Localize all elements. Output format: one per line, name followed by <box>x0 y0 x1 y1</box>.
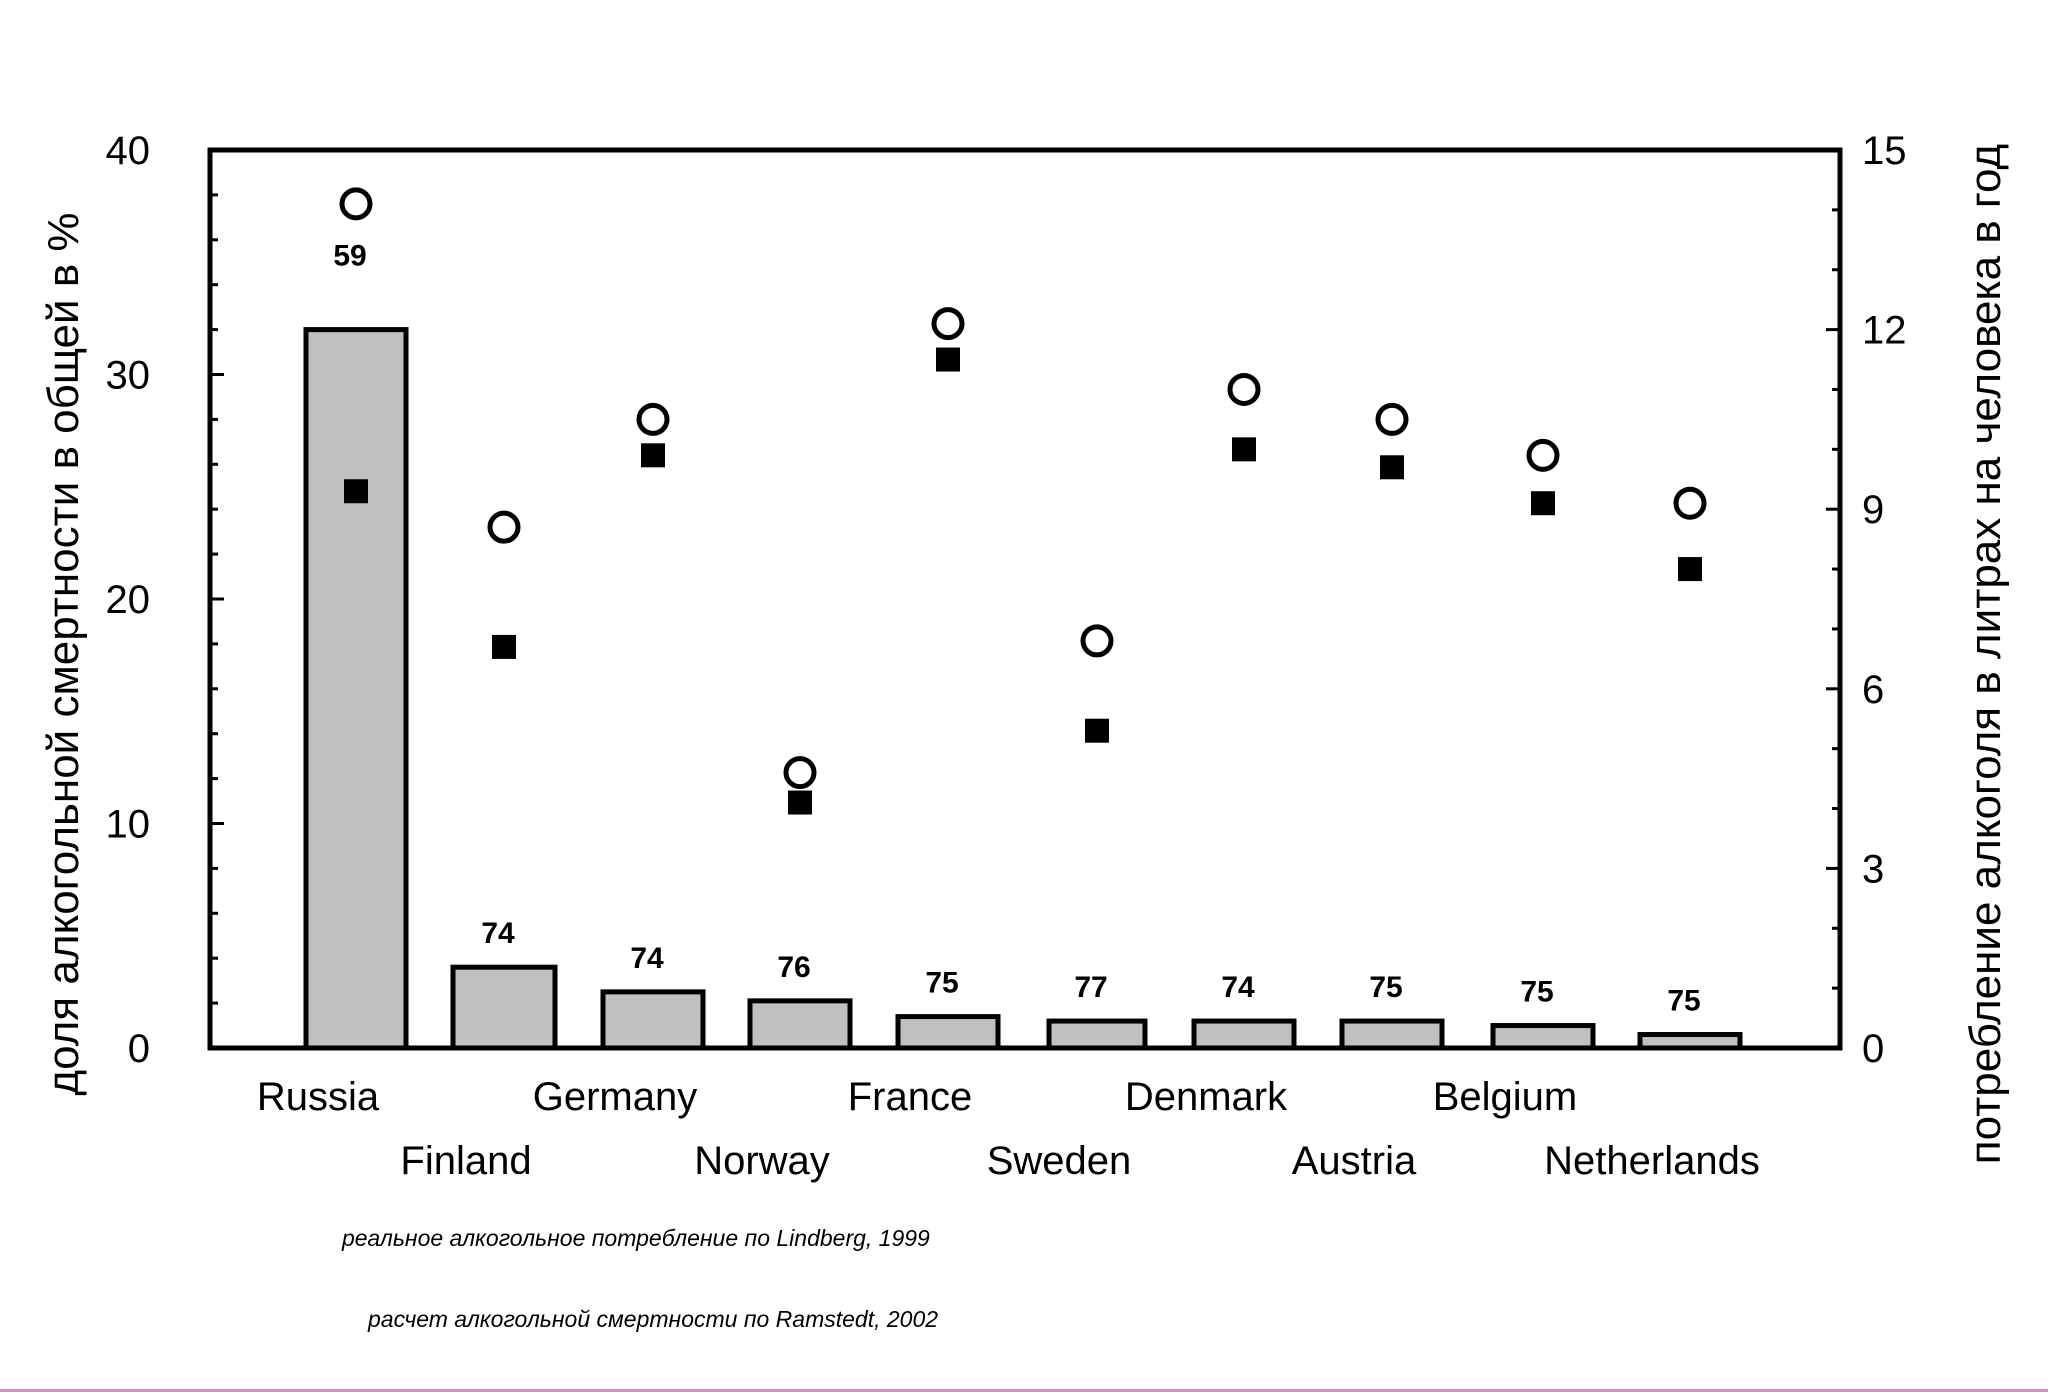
bar <box>747 998 853 1051</box>
right-tick-label: 12 <box>1862 309 1907 353</box>
bar-series: 59 74 74 76 75 77 74 75 75 75 <box>303 240 1743 1051</box>
bar <box>1490 1023 1596 1051</box>
bar <box>1637 1032 1743 1051</box>
square-marker <box>641 443 665 468</box>
circle-series <box>339 187 1707 790</box>
note-mortality: расчет алкогольной смертности по Ramsted… <box>367 1306 938 1332</box>
square-marker <box>1380 455 1404 480</box>
square-marker <box>1678 557 1702 582</box>
category-label: Sweden <box>987 1139 1132 1183</box>
category-label: Germany <box>533 1075 698 1119</box>
category-label: Belgium <box>1433 1075 1578 1119</box>
category-label: Austria <box>1292 1139 1417 1183</box>
note-consumption: реальное алкогольное потребление по Lind… <box>341 1225 930 1251</box>
square-marker <box>788 790 812 815</box>
bar <box>600 989 706 1051</box>
circle-marker <box>1080 624 1114 658</box>
right-tick-label: 9 <box>1862 488 1884 532</box>
plot-frame <box>207 147 1843 1051</box>
left-tick-label: 30 <box>106 354 151 398</box>
square-marker <box>344 479 368 504</box>
category-label: Norway <box>694 1139 830 1183</box>
right-axis-title: потребление алкоголя в литрах на человек… <box>1961 144 2010 1164</box>
left-axis-ticks: 0 10 20 30 40 <box>106 129 224 1071</box>
category-label: France <box>848 1075 973 1119</box>
bar-data-label: 76 <box>777 951 810 984</box>
bar <box>1046 1018 1148 1051</box>
square-marker <box>1232 437 1256 462</box>
bar <box>895 1014 1001 1051</box>
square-marker <box>936 347 960 372</box>
category-label: Netherlands <box>1544 1139 1760 1183</box>
category-label: Russia <box>257 1075 380 1119</box>
bar-data-label: 77 <box>1074 971 1107 1004</box>
bar <box>450 964 558 1051</box>
square-marker <box>492 634 516 659</box>
right-axis-ticks: 0 3 6 9 12 15 <box>1826 129 1907 1071</box>
left-tick-label: 20 <box>106 578 151 622</box>
bar <box>1191 1018 1297 1051</box>
bar-data-label: 75 <box>1369 971 1402 1004</box>
square-series <box>344 347 1702 815</box>
bottom-border <box>0 1389 2048 1392</box>
bar-data-label: 75 <box>1667 985 1700 1018</box>
circle-marker <box>1526 438 1560 472</box>
left-tick-label: 40 <box>106 129 151 173</box>
left-axis-title: доля алкогольной смертности в общей в % <box>39 212 88 1095</box>
bar-data-label: 75 <box>1520 976 1553 1009</box>
bar <box>1339 1018 1445 1051</box>
circle-marker <box>1227 372 1261 406</box>
category-label: Denmark <box>1125 1075 1288 1119</box>
right-tick-label: 6 <box>1862 668 1884 712</box>
bar-data-label: 74 <box>481 917 515 950</box>
bar <box>303 327 409 1051</box>
circle-marker <box>636 402 670 436</box>
bar-data-label: 74 <box>1221 971 1255 1004</box>
circle-marker <box>931 307 965 341</box>
left-tick-label: 10 <box>106 803 151 847</box>
left-tick-label: 0 <box>128 1027 150 1071</box>
right-tick-label: 3 <box>1862 847 1884 891</box>
circle-marker <box>1673 486 1707 520</box>
category-label: Finland <box>400 1139 531 1183</box>
bar-data-label: 74 <box>630 942 664 975</box>
bar-data-label: 59 <box>333 240 366 273</box>
circle-marker <box>1375 402 1409 436</box>
circle-marker <box>339 187 373 221</box>
right-tick-label: 0 <box>1862 1027 1884 1071</box>
bar-data-label: 75 <box>925 967 958 1000</box>
square-marker <box>1531 491 1555 516</box>
circle-marker <box>487 510 521 544</box>
circle-marker <box>783 756 817 790</box>
right-tick-label: 15 <box>1862 129 1907 173</box>
square-marker <box>1085 718 1109 743</box>
